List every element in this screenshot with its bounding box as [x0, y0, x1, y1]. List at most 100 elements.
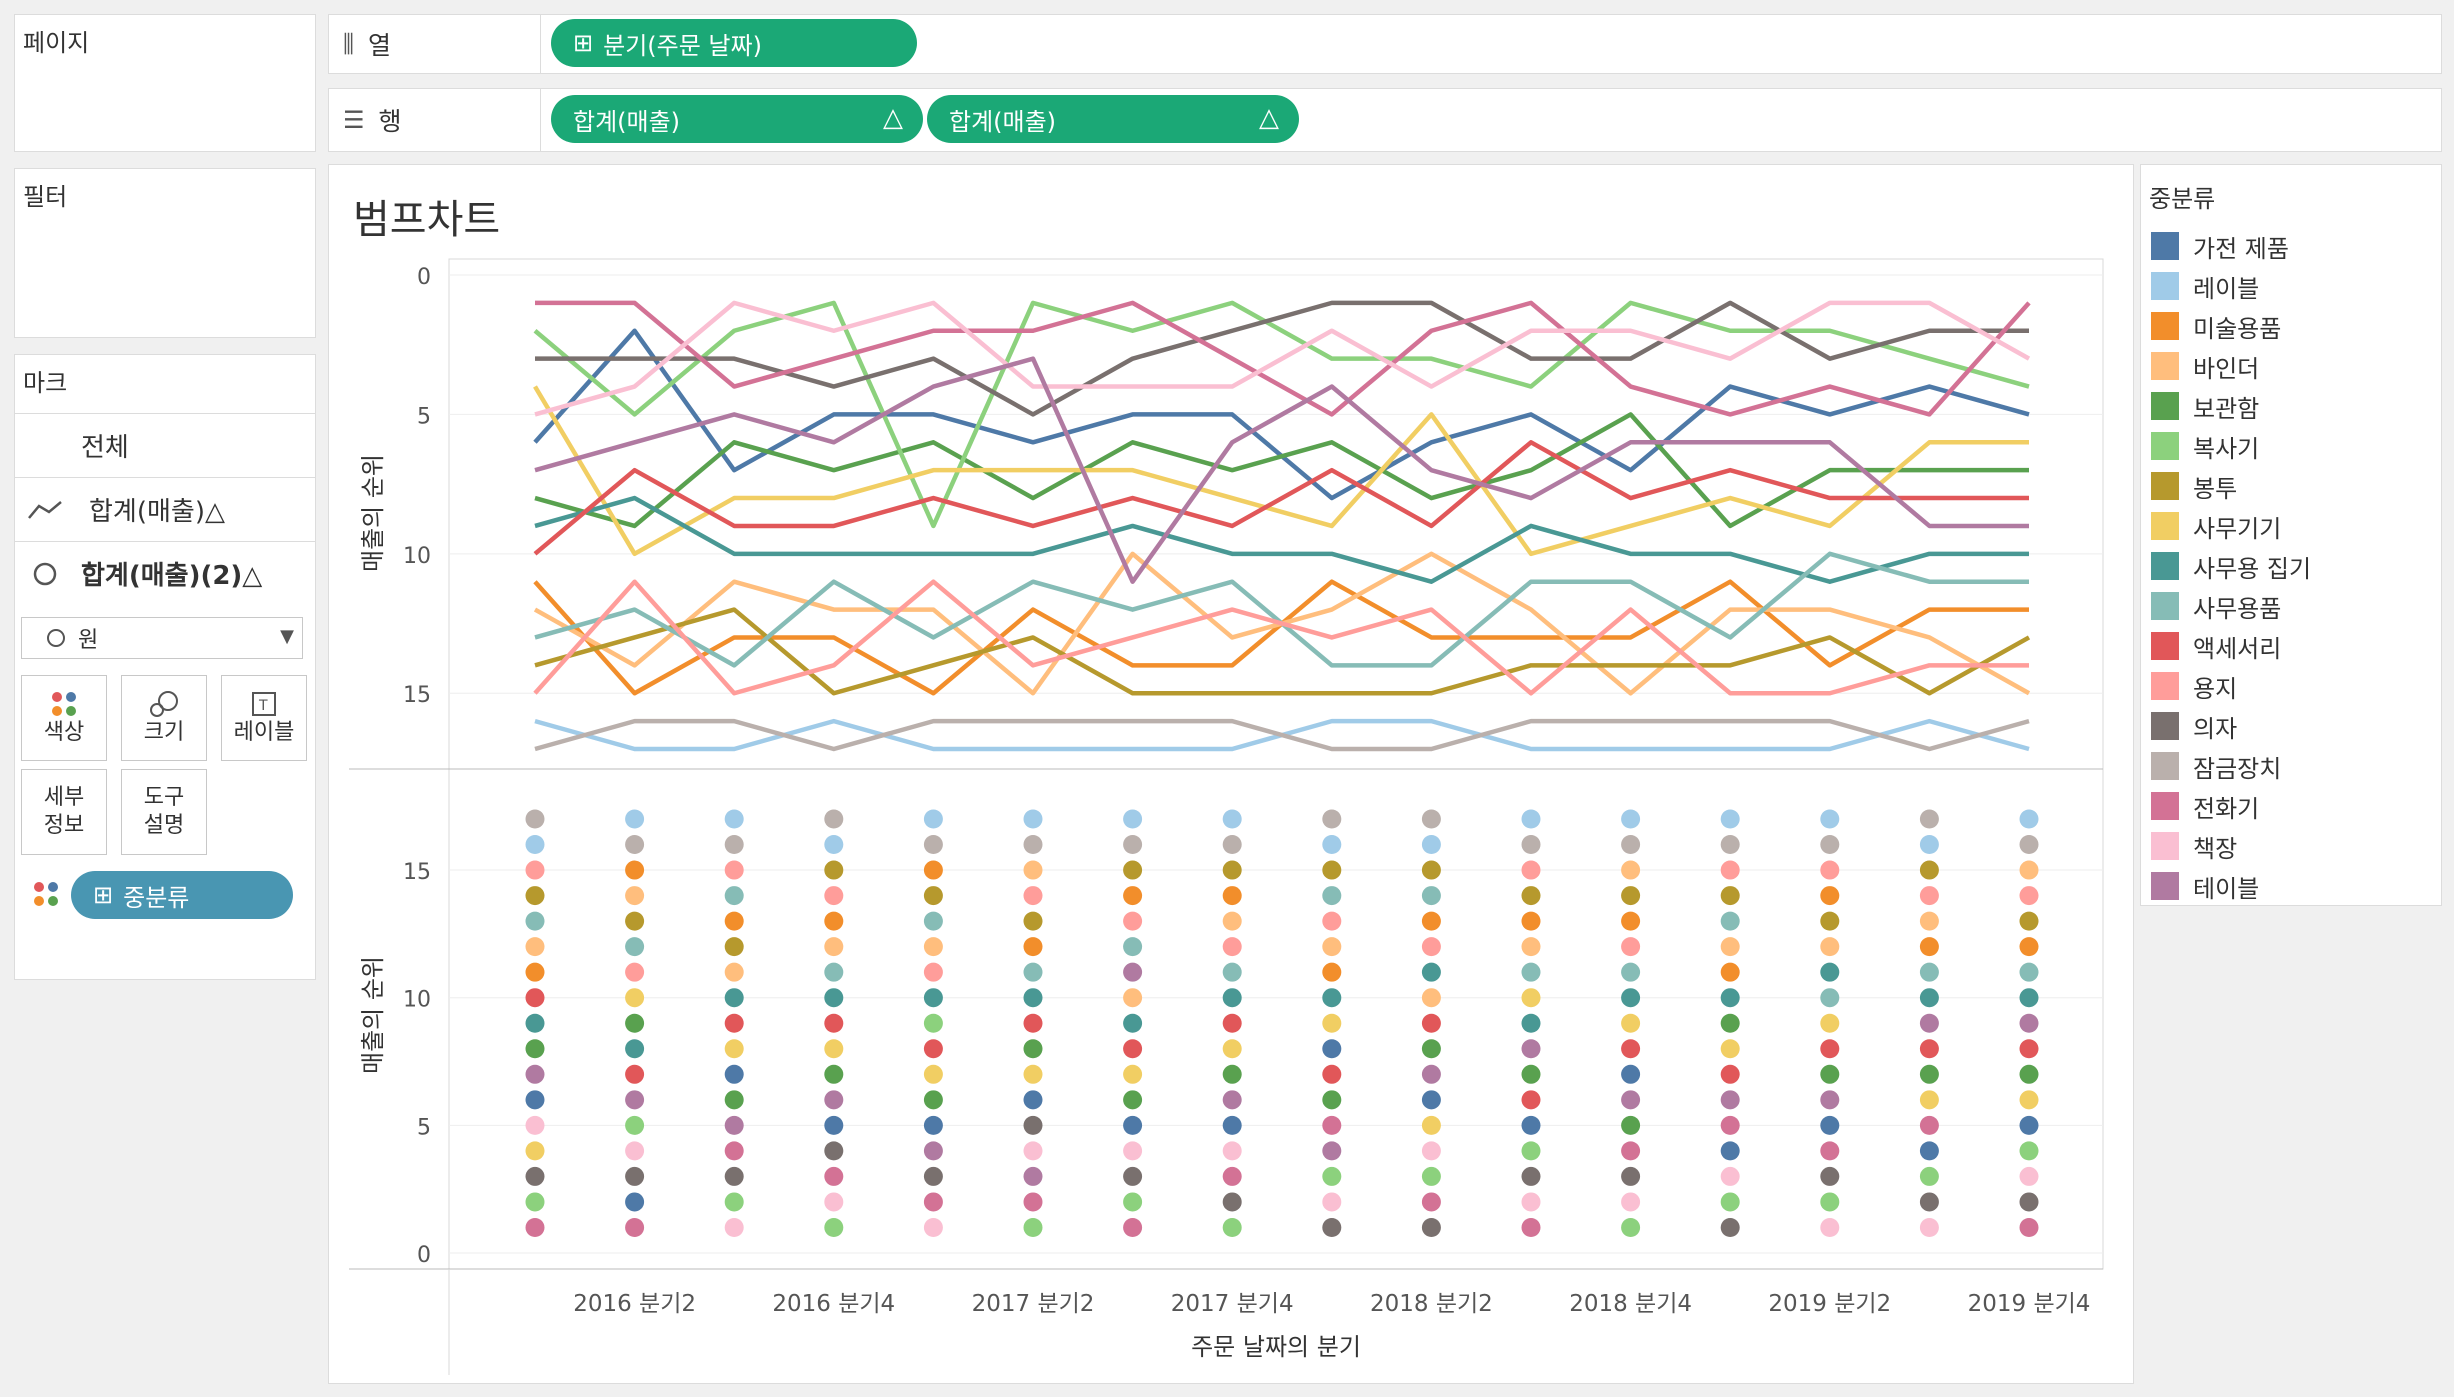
rank-dot — [1521, 1217, 1541, 1237]
rank-dot — [2019, 1064, 2039, 1084]
legend-item[interactable]: 잠금장치 — [2151, 749, 2281, 783]
rank-dot — [1521, 1039, 1541, 1059]
marks-all-row[interactable]: 전체 — [15, 413, 315, 477]
rank-dot — [724, 1115, 744, 1135]
rank-dot — [1123, 860, 1143, 880]
rank-dot — [625, 835, 645, 855]
legend-item[interactable]: 액세서리 — [2151, 629, 2281, 663]
y-tick-label-top: 5 — [417, 404, 431, 429]
x-axis-title: 주문 날짜의 분기 — [1191, 1333, 1361, 1361]
y-axis-title-top: 매출의 순위 — [359, 454, 387, 572]
row-pill-2[interactable]: 합계(매출) △ — [927, 95, 1299, 143]
legend-item[interactable]: 복사기 — [2151, 429, 2259, 463]
rank-dot — [923, 1013, 943, 1033]
rank-dot — [923, 860, 943, 880]
plus-box-icon: ⊞ — [93, 881, 114, 909]
legend-item[interactable]: 용지 — [2151, 669, 2237, 703]
delta-icon: △ — [1259, 103, 1279, 133]
size-button[interactable]: 크기 — [121, 675, 207, 761]
rank-dot — [1421, 886, 1441, 906]
rank-dot — [1919, 1217, 1939, 1237]
legend-swatch — [2151, 792, 2179, 820]
legend-item[interactable]: 책장 — [2151, 829, 2237, 863]
rank-dot — [1621, 1013, 1641, 1033]
rank-dot — [625, 860, 645, 880]
rank-dot — [1820, 911, 1840, 931]
legend-item[interactable]: 보관함 — [2151, 389, 2259, 423]
legend-item[interactable]: 바인더 — [2151, 349, 2259, 383]
rank-dot — [1023, 1166, 1043, 1186]
rank-dot — [625, 988, 645, 1008]
mark-type-dropdown[interactable]: 원 ▼ — [21, 617, 303, 659]
rank-dot — [2019, 860, 2039, 880]
filters-panel[interactable]: 필터 — [14, 168, 316, 338]
legend-item[interactable]: 미술용품 — [2151, 309, 2281, 343]
rank-dot — [1222, 809, 1242, 829]
rank-dot — [2019, 809, 2039, 829]
legend-item[interactable]: 가전 제품 — [2151, 229, 2289, 263]
legend-item[interactable]: 봉투 — [2151, 469, 2237, 503]
rank-dot — [1322, 988, 1342, 1008]
rank-dot — [1820, 809, 1840, 829]
legend-item[interactable]: 테이블 — [2151, 869, 2259, 903]
legend-label: 바인더 — [2193, 354, 2260, 383]
rank-dot — [1720, 911, 1740, 931]
marks-circle-row[interactable]: 합계(매출)(2)△ — [15, 541, 315, 605]
row-pill-1[interactable]: 합계(매출) △ — [551, 95, 923, 143]
legend-item[interactable]: 의자 — [2151, 709, 2237, 743]
rank-dot — [1720, 962, 1740, 982]
rank-dot — [1720, 835, 1740, 855]
label-button-label: 레이블 — [233, 720, 295, 745]
rank-dot — [625, 1217, 645, 1237]
rank-dot — [2019, 1115, 2039, 1135]
rank-dot — [1023, 809, 1043, 829]
rank-dot — [1720, 1013, 1740, 1033]
rank-dot — [1421, 1141, 1441, 1161]
rank-dot — [1421, 911, 1441, 931]
rank-dot — [1222, 911, 1242, 931]
rank-dot — [1123, 962, 1143, 982]
legend-item[interactable]: 사무용품 — [2151, 589, 2281, 623]
color-button-label: 색상 — [43, 720, 85, 745]
rank-dot — [724, 860, 744, 880]
label-button[interactable]: T 레이블 — [221, 675, 307, 761]
rank-dot — [923, 1141, 943, 1161]
color-button[interactable]: 색상 — [21, 675, 107, 761]
rank-dot — [1322, 962, 1342, 982]
legend-item[interactable]: 레이블 — [2151, 269, 2259, 303]
legend-item[interactable]: 전화기 — [2151, 789, 2259, 823]
rank-dot — [1521, 1013, 1541, 1033]
color-field-pill[interactable]: ⊞ 중분류 — [71, 871, 293, 919]
legend-swatch — [2151, 672, 2179, 700]
rank-dot — [824, 1013, 844, 1033]
rank-dot — [923, 1090, 943, 1110]
rank-dot — [1222, 937, 1242, 957]
series-line — [534, 412, 2029, 529]
rank-dot — [1621, 860, 1641, 880]
legend-item[interactable]: 사무기기 — [2151, 509, 2281, 543]
rank-dot — [1421, 860, 1441, 880]
tooltip-button[interactable]: 도구 설명 — [121, 769, 207, 855]
legend-item[interactable]: 사무용 집기 — [2151, 549, 2311, 583]
rank-dot — [923, 911, 943, 931]
detail-button[interactable]: 세부 정보 — [21, 769, 107, 855]
rank-dot — [1421, 809, 1441, 829]
rank-dot — [1123, 1064, 1143, 1084]
x-tick-label: 2016 분기4 — [772, 1291, 895, 1317]
rank-dot — [1521, 809, 1541, 829]
rank-dot — [625, 1192, 645, 1212]
rank-dot — [1820, 886, 1840, 906]
marks-line-row[interactable]: 합계(매출)△ — [15, 477, 315, 541]
rank-dot — [1621, 962, 1641, 982]
rank-dot — [1521, 860, 1541, 880]
rank-dot — [1123, 886, 1143, 906]
columns-shelf[interactable]: ⫼ 열 ⊞ 분기(주문 날짜) — [328, 14, 2442, 74]
rank-dot — [1322, 886, 1342, 906]
rank-dot — [1919, 886, 1939, 906]
rank-dot — [824, 809, 844, 829]
column-pill[interactable]: ⊞ 분기(주문 날짜) — [551, 19, 917, 67]
rank-dot — [525, 1013, 545, 1033]
rank-dot — [1421, 1039, 1441, 1059]
rows-shelf[interactable]: ☰ 행 합계(매출) △ 합계(매출) △ — [328, 88, 2442, 152]
